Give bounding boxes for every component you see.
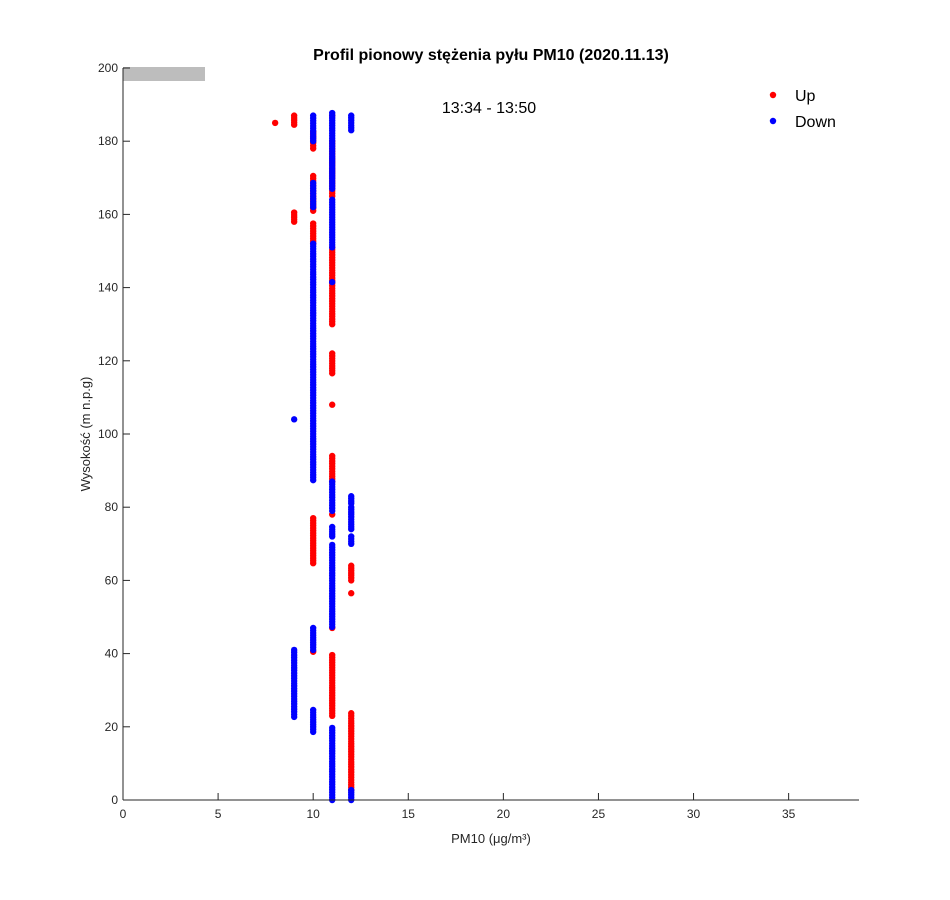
- data-points: [271, 109, 355, 804]
- y-tick-label: 0: [111, 793, 118, 807]
- x-tick-label: 0: [120, 807, 127, 821]
- y-tick-label: 60: [105, 573, 119, 587]
- y-axis-label: Wysokość (m n.p.g): [78, 377, 93, 492]
- y-tick-label: 80: [105, 500, 119, 514]
- point-up: [290, 112, 298, 119]
- point-down: [328, 196, 336, 203]
- point-up: [348, 562, 355, 569]
- point-down: [290, 646, 298, 654]
- point-up: [271, 119, 279, 127]
- point-down: [328, 541, 336, 549]
- legend: Up Down: [769, 88, 836, 131]
- x-tick-label: 10: [307, 807, 321, 821]
- point-down: [328, 724, 336, 732]
- point-down: [309, 706, 317, 714]
- x-tick-label: 20: [497, 807, 511, 821]
- point-down: [328, 478, 336, 485]
- point-down: [348, 504, 355, 511]
- y-tick-label: 120: [98, 354, 118, 368]
- legend-marker-down: [769, 117, 777, 125]
- x-tick-label: 30: [687, 807, 701, 821]
- x-axis-label: PM10 (μg/m³): [451, 831, 531, 846]
- y-tick-label: 140: [98, 281, 118, 295]
- point-down: [309, 240, 317, 247]
- time-annotation: 13:34 - 13:50: [442, 100, 536, 117]
- x-tick-label: 25: [592, 807, 606, 821]
- gray-bar-marker: [123, 67, 205, 81]
- point-down: [348, 112, 355, 119]
- point-down: [309, 624, 317, 632]
- y-tick-label: 20: [105, 720, 119, 734]
- axes: 0 5 10 15 20 25 30 35 0 20 40 60 80 100 120 140 160 180 20…: [98, 61, 859, 821]
- point-down: [328, 109, 336, 117]
- point-up: [328, 452, 336, 460]
- point-up: [348, 710, 355, 717]
- y-tick-label: 200: [98, 61, 118, 75]
- point-up: [328, 401, 336, 408]
- chart-title: Profil pionowy stężenia pyłu PM10 (2020.…: [313, 47, 669, 64]
- point-up: [290, 209, 298, 216]
- point-down: [328, 278, 336, 286]
- point-up: [309, 220, 317, 227]
- y-tick-label: 40: [105, 647, 119, 661]
- point-down: [290, 416, 298, 423]
- x-tick-label: 35: [782, 807, 796, 821]
- point-up: [328, 350, 336, 357]
- y-tick-label: 160: [98, 207, 118, 221]
- point-down: [348, 533, 355, 540]
- legend-label-up: Up: [795, 88, 816, 105]
- x-tick-label: 15: [402, 807, 416, 821]
- x-tick-label: 5: [215, 807, 222, 821]
- point-up: [328, 651, 336, 659]
- point-down: [309, 112, 317, 119]
- point-down: [328, 523, 336, 531]
- point-up: [348, 590, 355, 597]
- point-down: [348, 786, 355, 794]
- point-up: [309, 514, 317, 522]
- legend-marker-up: [769, 91, 777, 99]
- y-tick-label: 180: [98, 134, 118, 148]
- legend-label-down: Down: [795, 114, 836, 131]
- point-up: [309, 172, 317, 180]
- y-tick-label: 100: [98, 427, 118, 441]
- point-down: [348, 493, 355, 500]
- point-down: [309, 179, 317, 187]
